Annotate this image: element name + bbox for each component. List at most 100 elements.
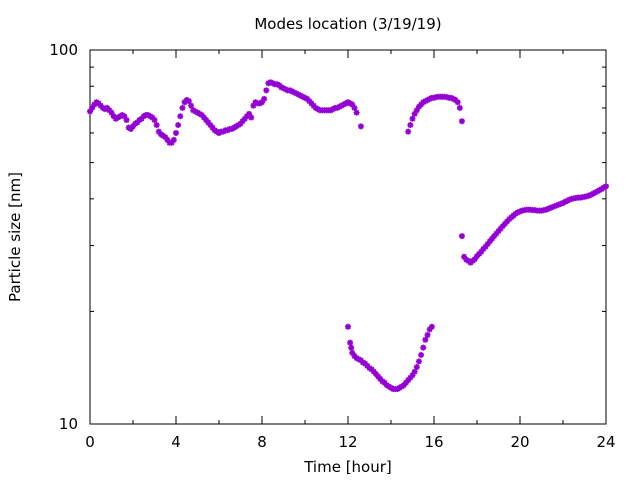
data-point [164, 136, 171, 143]
data-point [372, 371, 379, 378]
data-point [493, 230, 500, 237]
data-point [415, 103, 422, 110]
data-point [198, 112, 205, 119]
data-point [259, 99, 265, 106]
data-point [504, 218, 511, 225]
data-point [370, 368, 377, 375]
data-point [544, 205, 551, 212]
data-point [274, 81, 281, 88]
data-point [424, 331, 431, 338]
data-point [415, 358, 422, 365]
data-point [265, 80, 272, 87]
data-point [405, 377, 412, 384]
axis-tick-labels: 0 4 8 12 16 20 24 10 100 [49, 41, 615, 451]
data-point [517, 208, 523, 215]
data-point [261, 95, 268, 102]
data-point [308, 100, 315, 107]
data-point [480, 245, 487, 252]
data-point [405, 128, 412, 135]
data-point [246, 110, 253, 117]
data-point [173, 129, 179, 136]
data-point [205, 119, 212, 126]
data-point [458, 118, 465, 125]
data-point [149, 114, 156, 121]
data-points [87, 79, 609, 393]
data-point [110, 113, 117, 120]
data-point [456, 104, 463, 111]
data-point [162, 134, 169, 141]
data-point [418, 351, 425, 358]
data-point [248, 114, 255, 121]
data-point [486, 238, 493, 245]
data-point [357, 357, 364, 364]
data-point [263, 87, 270, 94]
axis-ticks [89, 49, 607, 425]
data-point [123, 116, 130, 123]
data-point [351, 104, 358, 111]
data-point [175, 122, 182, 129]
data-point [407, 122, 414, 129]
data-point [478, 248, 485, 255]
data-point [603, 183, 609, 190]
data-point [426, 326, 433, 333]
data-point [134, 119, 141, 126]
x-tick-label: 20 [510, 433, 529, 451]
data-point [188, 102, 195, 109]
data-point [422, 336, 429, 343]
x-tick-label: 12 [338, 433, 357, 451]
data-point [499, 223, 506, 230]
data-point [454, 99, 461, 106]
data-point [482, 243, 489, 250]
data-point [237, 120, 244, 127]
data-point [364, 362, 371, 369]
data-point [243, 113, 250, 120]
data-point [89, 104, 96, 111]
data-point [403, 379, 410, 386]
x-tick-label: 0 [85, 433, 95, 451]
data-point [542, 206, 549, 213]
data-point [250, 102, 257, 109]
data-point [458, 233, 465, 240]
data-point [269, 80, 276, 87]
data-point [127, 125, 134, 132]
data-point [471, 256, 478, 263]
data-point [452, 97, 459, 104]
data-point [95, 100, 102, 107]
data-point [474, 253, 480, 260]
data-point [349, 349, 356, 356]
data-point [181, 99, 188, 106]
data-point [200, 114, 207, 121]
data-point [345, 323, 351, 330]
data-point [551, 203, 558, 210]
data-point [497, 225, 504, 232]
data-point [362, 360, 369, 367]
data-point [375, 373, 382, 380]
data-point [413, 107, 420, 114]
data-point [87, 108, 93, 115]
data-point [428, 323, 435, 330]
data-point [495, 228, 502, 235]
data-point [409, 372, 416, 379]
data-point [185, 98, 192, 105]
plot-frame [89, 49, 607, 425]
y-tick-label: 10 [59, 415, 78, 433]
data-point [420, 344, 427, 351]
data-point [566, 196, 573, 203]
data-point [170, 136, 177, 143]
data-point [304, 95, 311, 102]
data-point [267, 79, 274, 86]
data-point [461, 253, 468, 260]
data-point [547, 205, 554, 212]
data-point [348, 344, 355, 351]
data-point [418, 101, 425, 108]
data-point [409, 115, 416, 122]
y-axis-label: Particle size [nm] [6, 172, 24, 302]
data-point [168, 139, 175, 146]
data-point [411, 368, 418, 375]
data-point [476, 250, 483, 257]
data-point [209, 124, 216, 131]
x-tick-label: 4 [171, 433, 181, 451]
data-point [381, 379, 388, 386]
data-point [413, 364, 420, 371]
